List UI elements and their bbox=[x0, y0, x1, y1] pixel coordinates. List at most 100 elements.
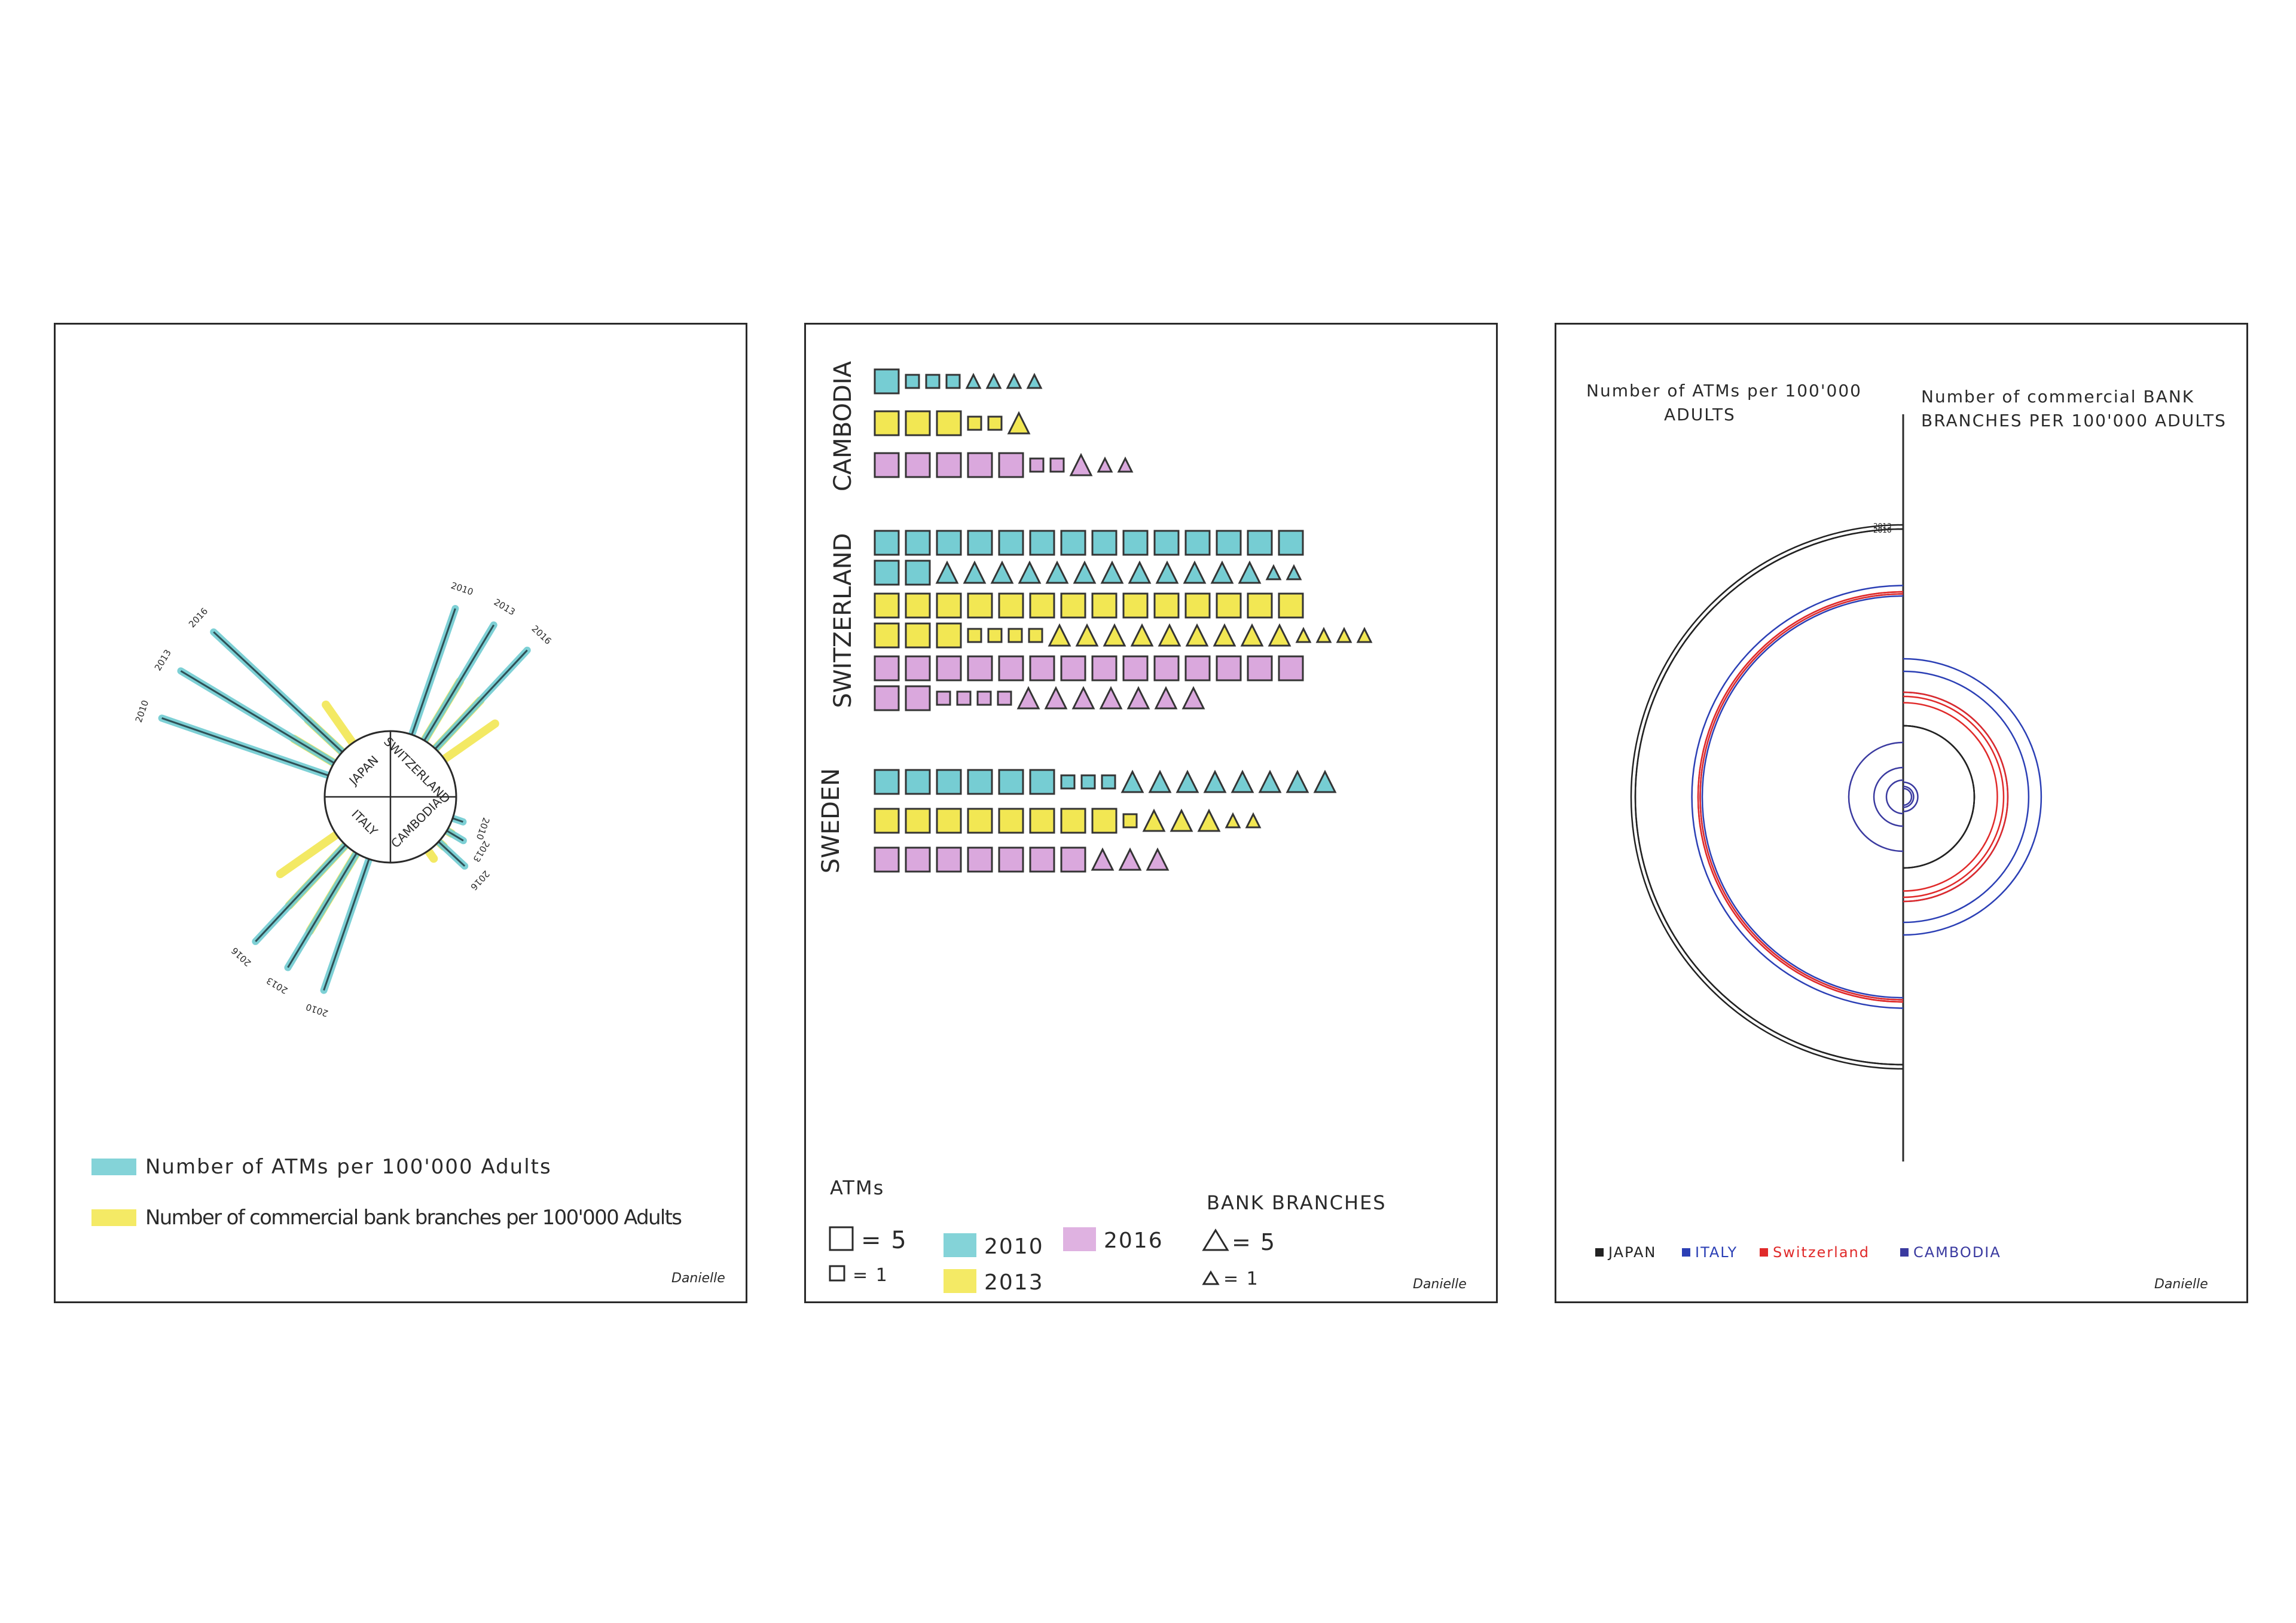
atm-square bbox=[1122, 592, 1149, 619]
atm-square bbox=[874, 530, 900, 556]
atm-square bbox=[936, 846, 962, 873]
atm-square bbox=[1060, 655, 1086, 681]
legend-label: Number of commercial bank branches per 1… bbox=[145, 1206, 683, 1230]
atm-bar-outline bbox=[255, 844, 347, 942]
branch-triangle bbox=[1203, 769, 1227, 793]
atm-bar-outline bbox=[323, 858, 370, 991]
atm-square bbox=[1091, 808, 1118, 834]
branch-triangle bbox=[1120, 769, 1144, 793]
atm-square bbox=[936, 592, 962, 619]
atm-square bbox=[936, 410, 962, 436]
branch-triangle bbox=[1128, 560, 1152, 584]
year-label: 2010 bbox=[474, 816, 491, 841]
atm-square bbox=[925, 374, 941, 389]
atm-square bbox=[1184, 655, 1211, 681]
atm-square bbox=[1278, 530, 1304, 556]
atm-square bbox=[987, 628, 1003, 643]
atm-bar-outline bbox=[438, 840, 466, 867]
branch-triangle bbox=[1238, 560, 1262, 584]
left-title-line1: Number of ATMs per 100'000 bbox=[1586, 381, 1862, 401]
legend-swatch bbox=[91, 1159, 136, 1175]
atm-square bbox=[967, 592, 993, 619]
branch-arc bbox=[1903, 691, 2009, 903]
atm-square bbox=[936, 690, 951, 706]
country-label: SWITZERLAND bbox=[829, 533, 857, 708]
branch-triangle bbox=[1158, 623, 1181, 647]
branch-triangle bbox=[1265, 564, 1282, 580]
atm-square bbox=[998, 530, 1024, 556]
branch-triangle bbox=[1071, 686, 1095, 710]
branch-triangle bbox=[1197, 808, 1221, 832]
branch-triangle bbox=[1245, 812, 1262, 829]
atm-square bbox=[1247, 592, 1273, 619]
atm-arc bbox=[1634, 528, 1904, 1066]
branch-triangle bbox=[1103, 623, 1126, 647]
atm-square bbox=[874, 622, 900, 649]
branch-triangle bbox=[1146, 847, 1170, 871]
year-label: 2016 bbox=[468, 869, 491, 893]
atm-square bbox=[998, 452, 1024, 478]
atm-bar-outline bbox=[452, 817, 463, 823]
atm-square bbox=[1153, 655, 1180, 681]
atm-square bbox=[998, 592, 1024, 619]
year-label: 2013 bbox=[492, 597, 517, 618]
atm-square bbox=[905, 592, 931, 619]
branch-triangle bbox=[1045, 560, 1069, 584]
legend-year-swatch bbox=[1063, 1227, 1096, 1251]
radial-chart-panel: 2010 2013 2016 2010 2013 2016 2010 2013 2016 2010… bbox=[54, 323, 747, 1303]
atm-bar-outline bbox=[446, 830, 464, 842]
branch-triangle bbox=[1018, 560, 1042, 584]
branch-triangle bbox=[1295, 626, 1312, 643]
atm-square bbox=[936, 655, 962, 681]
atm-arc bbox=[1848, 741, 1904, 852]
year-label: 2010 bbox=[304, 1001, 329, 1019]
branch-triangle bbox=[1097, 456, 1113, 473]
year-label: 2016 bbox=[229, 945, 253, 968]
atm-square bbox=[905, 452, 931, 478]
atm-square bbox=[1080, 774, 1096, 790]
atm-square bbox=[1029, 655, 1055, 681]
year-label: 2016 bbox=[530, 623, 554, 647]
branch-arc bbox=[1903, 702, 1998, 892]
atm-square bbox=[1122, 813, 1138, 829]
branch-arc bbox=[1903, 787, 1913, 806]
atm-square bbox=[967, 452, 993, 478]
pictogram-chart: CAMBODIA SWITZERLAND SWEDEN ATMs = 5 = 1 2010 2… bbox=[817, 360, 1467, 1295]
half-circle-panel: 2010 2013 2016 Number of ATMs per 100'000 AD… bbox=[1555, 323, 2248, 1303]
atm-square bbox=[1028, 628, 1043, 643]
atm-arc bbox=[1885, 779, 1904, 815]
legend-label: JAPAN bbox=[1607, 1244, 1656, 1261]
legend-title-branches: BANK BRANCHES bbox=[1207, 1191, 1387, 1214]
atm-square bbox=[1049, 457, 1065, 473]
branch-triangle bbox=[1118, 847, 1142, 871]
atm-square bbox=[987, 415, 1003, 431]
atm-square bbox=[1060, 846, 1086, 873]
atm-bar-outline bbox=[213, 631, 343, 753]
atm-square bbox=[905, 846, 931, 873]
legend-year-swatch bbox=[944, 1269, 976, 1293]
atm-square bbox=[998, 808, 1024, 834]
year-label: 2013 bbox=[264, 975, 289, 996]
atm-square bbox=[1060, 592, 1086, 619]
atm-square bbox=[1029, 592, 1055, 619]
atm-square bbox=[905, 410, 931, 436]
atm-square bbox=[1153, 592, 1180, 619]
atm-square bbox=[905, 622, 931, 649]
branch-bar bbox=[322, 700, 357, 747]
signature: Danielle bbox=[2154, 1277, 2208, 1292]
atm-square bbox=[874, 685, 900, 711]
atm-square bbox=[1060, 774, 1076, 790]
branch-triangle bbox=[1048, 623, 1071, 647]
atm-square bbox=[1122, 655, 1149, 681]
atm-square bbox=[874, 655, 900, 681]
atm-square bbox=[874, 410, 900, 436]
branch-triangle bbox=[1181, 686, 1205, 710]
atm-square bbox=[905, 685, 931, 711]
atm-square bbox=[905, 769, 931, 795]
year-label: 2013 bbox=[152, 647, 173, 673]
legend-title-atms: ATMs bbox=[830, 1176, 884, 1199]
atm-square bbox=[997, 690, 1012, 706]
legend-swatch bbox=[91, 1209, 136, 1226]
branch-triangle bbox=[1210, 560, 1234, 584]
legend-label: Switzerland bbox=[1773, 1244, 1870, 1261]
